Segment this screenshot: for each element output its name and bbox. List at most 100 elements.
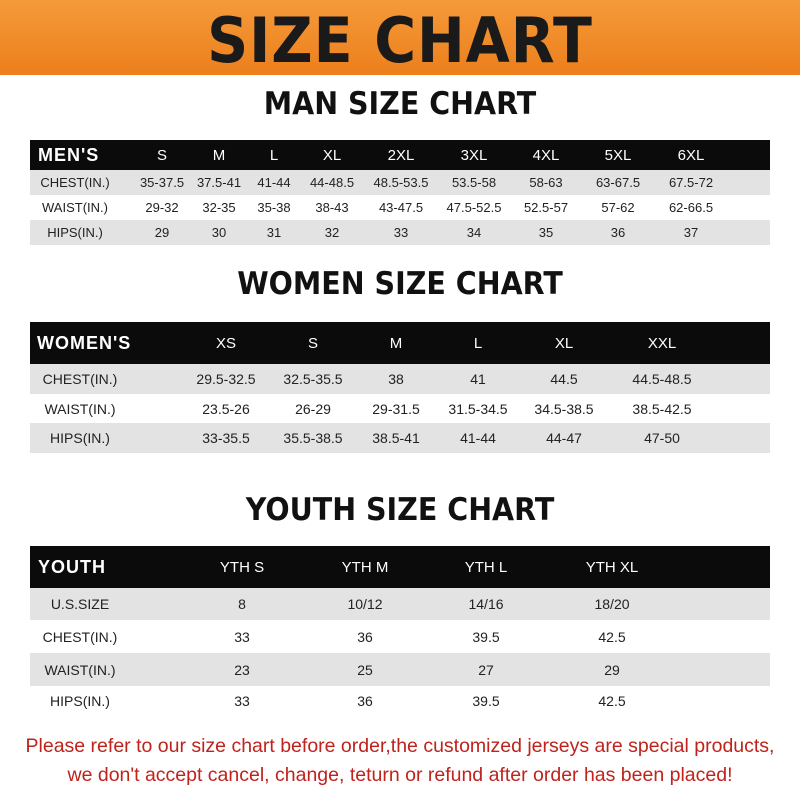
size-header-cell: 2XL bbox=[387, 146, 415, 164]
measurement-label: CHEST(IN.) bbox=[40, 175, 110, 190]
measurement-value: 29.5-32.5 bbox=[196, 371, 256, 387]
table-title-cell: WOMEN'S bbox=[37, 332, 132, 353]
table-row: HIPS(IN.) 33-35.5 35.5-38.5 38.5-41 41-44 44-… bbox=[30, 423, 770, 453]
measurement-value: 39.5 bbox=[472, 693, 500, 709]
notice-line-2: we don't accept cancel, change, teturn o… bbox=[67, 764, 733, 786]
measurement-value: 35.5-38.5 bbox=[283, 430, 343, 446]
size-header-cell: S bbox=[156, 146, 168, 164]
measurement-value: 33 bbox=[393, 225, 409, 240]
measurement-value: 29 bbox=[604, 661, 620, 678]
measurement-value: 29-31.5 bbox=[372, 400, 420, 417]
measurement-value: 8 bbox=[238, 596, 246, 612]
measurement-value: 41-44 bbox=[460, 430, 496, 446]
measurement-label: WAIST(IN.) bbox=[42, 200, 108, 215]
women-header-row: WOMEN'S XS S M L XL XXL bbox=[30, 322, 770, 364]
measurement-label: WAIST(IN.) bbox=[44, 400, 116, 417]
measurement-value: 42.5 bbox=[598, 693, 626, 709]
measurement-value: 30 bbox=[211, 225, 227, 240]
measurement-value: 35-37.5 bbox=[139, 175, 185, 190]
measurement-value: 41 bbox=[470, 371, 486, 387]
measurement-value: 63-67.5 bbox=[595, 175, 641, 190]
measurement-label: HIPS(IN.) bbox=[47, 225, 103, 240]
size-chart-banner: SIZE CHART bbox=[0, 0, 800, 77]
banner-title: SIZE CHART bbox=[207, 4, 593, 77]
size-header-cell: XXL bbox=[647, 334, 677, 352]
measurement-value: 29-32 bbox=[145, 200, 179, 215]
measurement-value: 36 bbox=[357, 628, 373, 645]
measurement-label: CHEST(IN.) bbox=[42, 371, 118, 387]
table-row: HIPS(IN.) 33 36 39.5 42.5 bbox=[30, 686, 770, 716]
measurement-value: 33 bbox=[234, 628, 250, 645]
measurement-label: CHEST(IN.) bbox=[42, 628, 118, 645]
size-header-cell: XL bbox=[322, 146, 342, 164]
measurement-label: U.S.SIZE bbox=[50, 596, 110, 612]
size-header-cell: YTH XL bbox=[585, 558, 639, 576]
measurement-value: 23 bbox=[234, 661, 250, 678]
size-header-cell: XL bbox=[554, 334, 574, 352]
size-header-cell: M bbox=[212, 146, 226, 164]
size-header-cell: M bbox=[389, 334, 403, 352]
measurement-value: 10/12 bbox=[347, 596, 383, 612]
measurement-value: 67.5-72 bbox=[668, 175, 714, 190]
measurement-value: 14/16 bbox=[468, 596, 504, 612]
measurement-label: WAIST(IN.) bbox=[44, 661, 116, 678]
measurement-value: 43-47.5 bbox=[378, 200, 424, 215]
youth-section-title: YOUTH SIZE CHART bbox=[245, 492, 555, 528]
measurement-value: 26-29 bbox=[295, 400, 331, 417]
measurement-value: 47-50 bbox=[644, 430, 680, 446]
table-row: CHEST(IN.) 29.5-32.5 32.5-35.5 38 41 44.5 44.5… bbox=[30, 364, 770, 394]
size-header-cell: XS bbox=[215, 334, 237, 352]
measurement-value: 31.5-34.5 bbox=[448, 400, 508, 417]
table-title-cell: MEN'S bbox=[38, 144, 100, 165]
youth-header-row: YOUTH YTH S YTH M YTH L YTH XL bbox=[30, 546, 770, 588]
size-header-cell: 5XL bbox=[604, 146, 632, 164]
measurement-value: 33-35.5 bbox=[202, 430, 250, 446]
measurement-value: 37 bbox=[683, 225, 699, 240]
measurement-value: 52.5-57 bbox=[523, 200, 569, 215]
size-header-cell: L bbox=[269, 146, 279, 164]
measurement-value: 32.5-35.5 bbox=[283, 371, 343, 387]
measurement-value: 32 bbox=[324, 225, 340, 240]
measurement-value: 38.5-42.5 bbox=[632, 400, 692, 417]
measurement-value: 38-43 bbox=[315, 200, 349, 215]
measurement-value: 32-35 bbox=[202, 200, 236, 215]
measurement-label: HIPS(IN.) bbox=[50, 693, 110, 709]
measurement-value: 35 bbox=[538, 225, 554, 240]
measurement-value: 62-66.5 bbox=[668, 200, 714, 215]
measurement-value: 44-47 bbox=[546, 430, 582, 446]
table-row: WAIST(IN.) 23 25 27 29 bbox=[30, 653, 770, 686]
measurement-value: 38 bbox=[388, 371, 404, 387]
measurement-value: 47.5-52.5 bbox=[446, 200, 502, 215]
size-header-cell: 4XL bbox=[532, 146, 560, 164]
men-section-title: MAN SIZE CHART bbox=[263, 86, 537, 122]
measurement-value: 35-38 bbox=[257, 200, 291, 215]
size-header-cell: 3XL bbox=[460, 146, 488, 164]
measurement-value: 44-48.5 bbox=[309, 175, 355, 190]
size-header-cell: 6XL bbox=[677, 146, 705, 164]
measurement-value: 57-62 bbox=[601, 200, 635, 215]
table-row: WAIST(IN.) 29-32 32-35 35-38 38-43 43-47.5 47.… bbox=[30, 195, 770, 220]
table-row: CHEST(IN.) 33 36 39.5 42.5 bbox=[30, 620, 770, 653]
measurement-value: 34 bbox=[466, 225, 482, 240]
notice-line-1: Please refer to our size chart before or… bbox=[25, 735, 775, 757]
size-header-cell: YTH M bbox=[341, 558, 389, 576]
measurement-value: 44.5-48.5 bbox=[632, 371, 692, 387]
measurement-value: 44.5 bbox=[550, 371, 578, 387]
measurement-value: 38.5-41 bbox=[372, 430, 420, 446]
measurement-label: HIPS(IN.) bbox=[50, 430, 110, 446]
measurement-value: 33 bbox=[234, 693, 250, 709]
measurement-value: 23.5-26 bbox=[202, 400, 250, 417]
size-header-cell: S bbox=[307, 334, 319, 352]
measurement-value: 34.5-38.5 bbox=[534, 400, 594, 417]
measurement-value: 27 bbox=[478, 661, 494, 678]
table-row: CHEST(IN.) 35-37.5 37.5-41 41-44 44-48.5 48.5… bbox=[30, 170, 770, 195]
measurement-value: 29 bbox=[154, 225, 170, 240]
table-row: HIPS(IN.) 29 30 31 32 33 34 35 36 37 bbox=[30, 220, 770, 245]
table-row: WAIST(IN.) 23.5-26 26-29 29-31.5 31.5-34.5 34… bbox=[30, 394, 770, 423]
measurement-value: 36 bbox=[357, 693, 373, 709]
measurement-value: 18/20 bbox=[594, 596, 630, 612]
measurement-value: 31 bbox=[266, 225, 282, 240]
measurement-value: 42.5 bbox=[598, 628, 626, 645]
women-section-title: WOMEN SIZE CHART bbox=[237, 266, 563, 302]
measurement-value: 36 bbox=[610, 225, 626, 240]
